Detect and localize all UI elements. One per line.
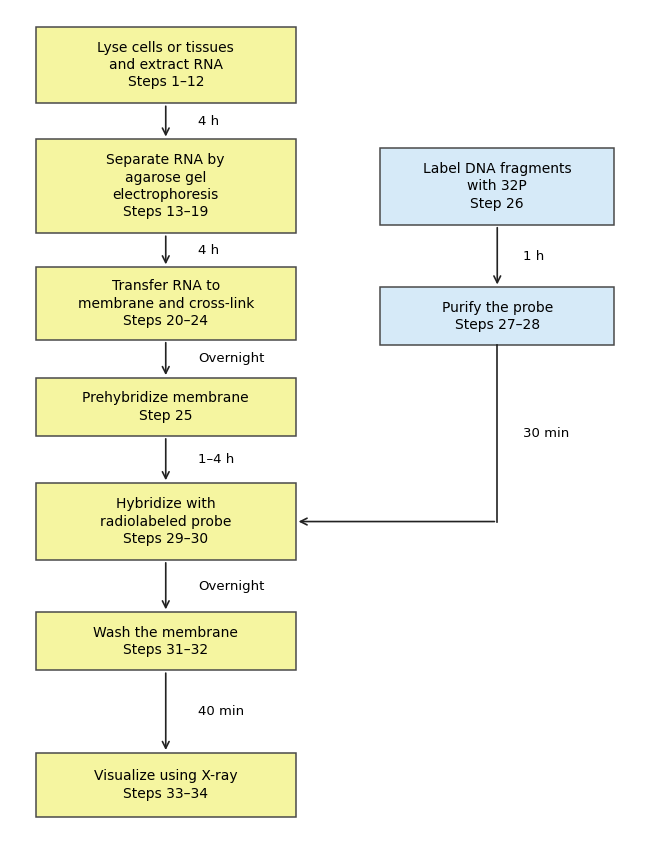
FancyBboxPatch shape — [380, 148, 614, 225]
FancyBboxPatch shape — [380, 287, 614, 345]
Text: 1–4 h: 1–4 h — [198, 453, 235, 466]
Text: Separate RNA by
agarose gel
electrophoresis
Steps 13–19: Separate RNA by agarose gel electrophore… — [107, 153, 225, 220]
FancyBboxPatch shape — [36, 378, 296, 436]
Text: Visualize using X-ray
Steps 33–34: Visualize using X-ray Steps 33–34 — [94, 770, 237, 800]
Text: 4 h: 4 h — [198, 115, 220, 128]
Text: 40 min: 40 min — [198, 705, 244, 718]
Text: Transfer RNA to
membrane and cross-link
Steps 20–24: Transfer RNA to membrane and cross-link … — [77, 280, 254, 327]
Text: 4 h: 4 h — [198, 244, 220, 256]
FancyBboxPatch shape — [36, 612, 296, 670]
Text: Prehybridize membrane
Step 25: Prehybridize membrane Step 25 — [83, 392, 249, 422]
Text: Wash the membrane
Steps 31–32: Wash the membrane Steps 31–32 — [94, 626, 238, 657]
Text: 1 h: 1 h — [523, 250, 545, 262]
Text: Lyse cells or tissues
and extract RNA
Steps 1–12: Lyse cells or tissues and extract RNA St… — [98, 41, 234, 89]
FancyBboxPatch shape — [36, 27, 296, 103]
Text: Hybridize with
radiolabeled probe
Steps 29–30: Hybridize with radiolabeled probe Steps … — [100, 498, 231, 545]
FancyBboxPatch shape — [36, 139, 296, 233]
Text: Purify the probe
Steps 27–28: Purify the probe Steps 27–28 — [441, 301, 553, 332]
Text: Overnight: Overnight — [198, 580, 265, 593]
Text: Overnight: Overnight — [198, 352, 265, 365]
Text: 30 min: 30 min — [523, 427, 569, 440]
Text: Label DNA fragments
with 32P
Step 26: Label DNA fragments with 32P Step 26 — [423, 162, 571, 210]
FancyBboxPatch shape — [36, 267, 296, 340]
FancyBboxPatch shape — [36, 753, 296, 817]
FancyBboxPatch shape — [36, 483, 296, 560]
